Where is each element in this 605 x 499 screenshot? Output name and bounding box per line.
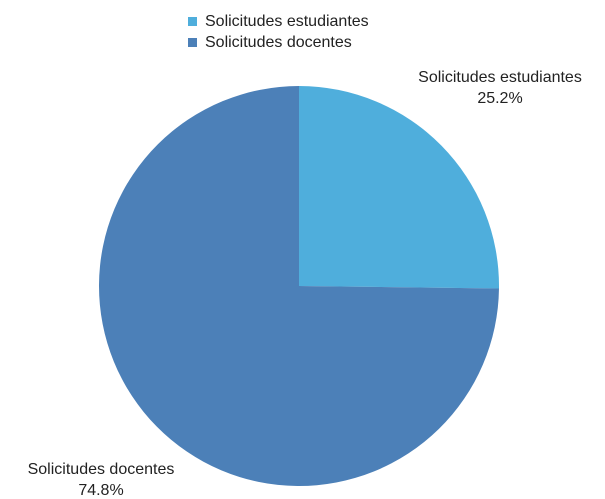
- legend-item-estudiantes[interactable]: Solicitudes estudiantes: [188, 11, 369, 32]
- slice-label-estudiantes: Solicitudes estudiantes: [418, 69, 582, 86]
- pie-slice-estudiantes[interactable]: [299, 86, 499, 289]
- chart-legend: Solicitudes estudiantes Solicitudes doce…: [188, 11, 369, 53]
- legend-label-docentes: Solicitudes docentes: [205, 33, 352, 51]
- legend-label-estudiantes: Solicitudes estudiantes: [205, 12, 369, 30]
- slice-value-estudiantes: 25.2%: [477, 90, 522, 107]
- pie-slice-docentes[interactable]: [98, 86, 499, 486]
- legend-item-docentes[interactable]: Solicitudes docentes: [188, 32, 369, 53]
- slice-label-docentes: Solicitudes docentes: [28, 461, 175, 478]
- slice-value-docentes: 74.8%: [78, 482, 123, 499]
- legend-swatch-docentes: [188, 38, 197, 47]
- legend-swatch-estudiantes: [188, 17, 197, 26]
